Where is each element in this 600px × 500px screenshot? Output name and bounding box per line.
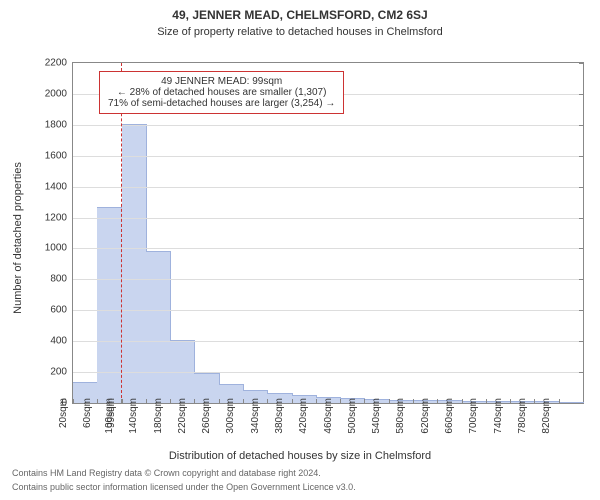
annotation-box: 49 JENNER MEAD: 99sqm← 28% of detached h… — [99, 71, 344, 114]
x-tick-label: 580sqm — [395, 398, 406, 434]
gridline — [73, 279, 583, 280]
x-tick-label: 220sqm — [177, 398, 188, 434]
chart-frame: { "title": { "line1": "49, JENNER MEAD, … — [0, 0, 600, 500]
histogram-bar — [146, 251, 171, 403]
gridline — [73, 310, 583, 311]
x-tick-label: 300sqm — [225, 398, 236, 434]
x-tick-label: 780sqm — [517, 398, 528, 434]
annotation-line: 71% of semi-detached houses are larger (… — [108, 98, 335, 109]
x-tick-label: 700sqm — [468, 398, 479, 434]
x-tick-label: 180sqm — [152, 398, 163, 434]
y-tick-label: 600 — [50, 305, 73, 316]
x-tick-label: 420sqm — [298, 398, 309, 434]
gridline — [73, 248, 583, 249]
y-tick-label: 1800 — [45, 119, 73, 130]
x-tick-label: 60sqm — [82, 398, 93, 428]
annotation-line: 49 JENNER MEAD: 99sqm — [108, 76, 335, 87]
annotation-line: ← 28% of detached houses are smaller (1,… — [108, 87, 335, 98]
y-tick-label: 200 — [50, 367, 73, 378]
y-tick-label: 800 — [50, 274, 73, 285]
gridline — [73, 372, 583, 373]
x-tick-label: 260sqm — [201, 398, 212, 434]
gridline — [73, 125, 583, 126]
y-tick-label: 1200 — [45, 212, 73, 223]
x-axis-label: Distribution of detached houses by size … — [0, 450, 600, 462]
x-tick-label: 660sqm — [444, 398, 455, 434]
x-tick-label: 620sqm — [420, 398, 431, 434]
x-tick-label: 540sqm — [371, 398, 382, 434]
gridline — [73, 218, 583, 219]
gridline — [73, 341, 583, 342]
y-tick-label: 2200 — [45, 58, 73, 69]
y-tick-label: 2000 — [45, 88, 73, 99]
chart-subtitle: Size of property relative to detached ho… — [0, 26, 600, 38]
y-tick-label: 0 — [61, 398, 73, 409]
footer-line-1: Contains HM Land Registry data © Crown c… — [12, 468, 321, 478]
x-tick-label: 500sqm — [347, 398, 358, 434]
y-tick-label: 1600 — [45, 150, 73, 161]
gridline — [73, 187, 583, 188]
histogram-bar — [122, 124, 147, 403]
footer-line-2: Contains public sector information licen… — [12, 482, 356, 492]
y-tick-label: 1000 — [45, 243, 73, 254]
x-tick-label: 340sqm — [250, 398, 261, 434]
x-tick-label: 740sqm — [492, 398, 503, 434]
y-tick-label: 400 — [50, 336, 73, 347]
x-tick-label: 140sqm — [128, 398, 139, 434]
plot-area: 20sqm60sqm99sqm100sqm140sqm180sqm220sqm2… — [72, 62, 584, 404]
gridline — [73, 156, 583, 157]
x-tick-label: 460sqm — [322, 398, 333, 434]
x-tick-label: 100sqm — [104, 398, 115, 434]
marker-line — [121, 63, 122, 403]
y-axis-label: Number of detached properties — [12, 68, 24, 408]
y-tick-label: 1400 — [45, 181, 73, 192]
x-tick-label: 820sqm — [541, 398, 552, 434]
x-tick-label: 380sqm — [274, 398, 285, 434]
chart-title: 49, JENNER MEAD, CHELMSFORD, CM2 6SJ — [0, 8, 600, 22]
histogram-bar — [97, 207, 122, 403]
